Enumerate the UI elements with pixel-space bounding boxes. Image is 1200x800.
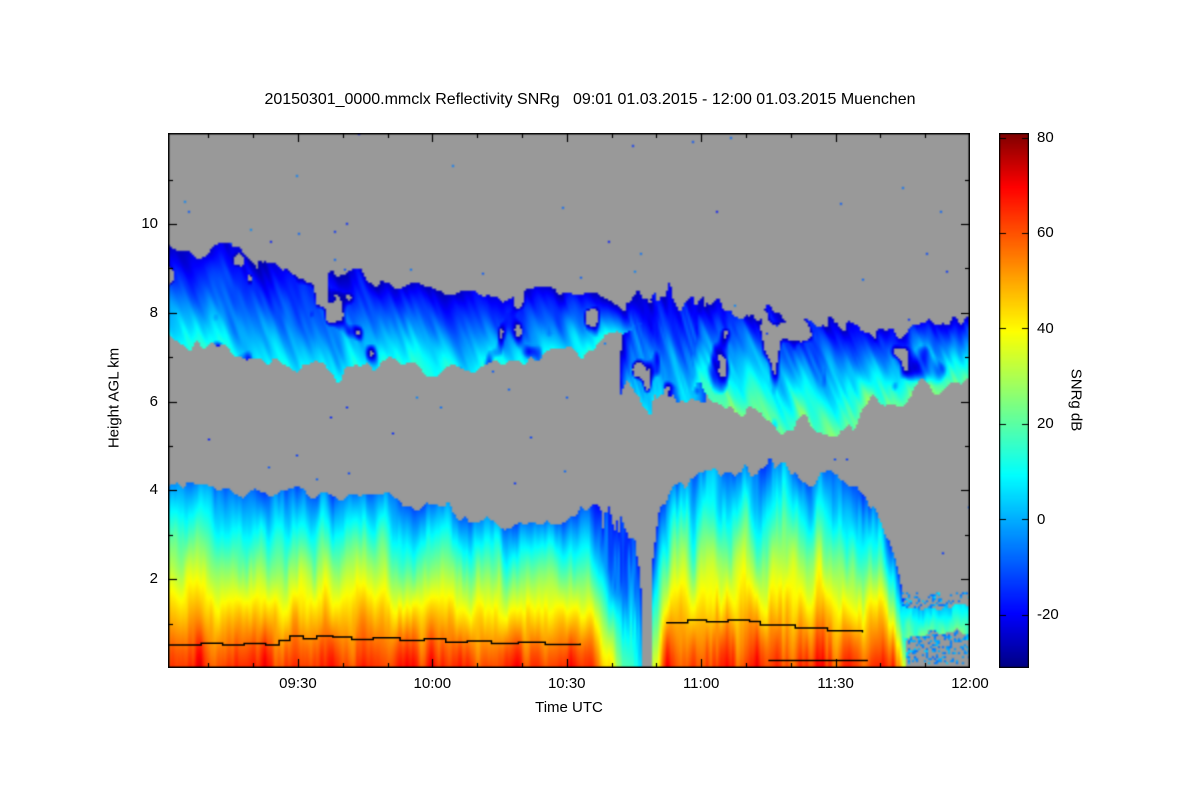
y-tick-label: 8 [149,303,158,321]
y-tick-label: 2 [149,570,158,588]
x-axis-label: Time UTC [535,699,603,716]
x-tick-label: 10:00 [413,675,452,692]
colorbar-canvas [999,133,1029,668]
colorbar-tick-label: 20 [1037,415,1054,433]
colorbar-tick-label: 0 [1037,510,1046,528]
colorbar-tick-label: -20 [1037,606,1059,624]
x-tick-label: 11:00 [682,675,720,692]
y-tick-label: 10 [141,215,158,233]
y-tick-label: 6 [149,392,158,410]
x-tick-label: 10:30 [547,675,586,692]
x-tick-label: 11:30 [817,675,854,692]
y-tick-label: 4 [149,481,158,499]
colorbar-tick-label: 80 [1037,128,1054,146]
x-tick-label: 09:30 [279,675,317,692]
colorbar-tick-label: 40 [1037,319,1054,337]
x-tick-label: 12:00 [951,675,989,692]
colorbar-tick-label: 60 [1037,224,1054,242]
radar-heatmap-canvas [168,133,970,668]
plot-title: 20150301_0000.mmclx Reflectivity SNRg 09… [264,91,916,108]
